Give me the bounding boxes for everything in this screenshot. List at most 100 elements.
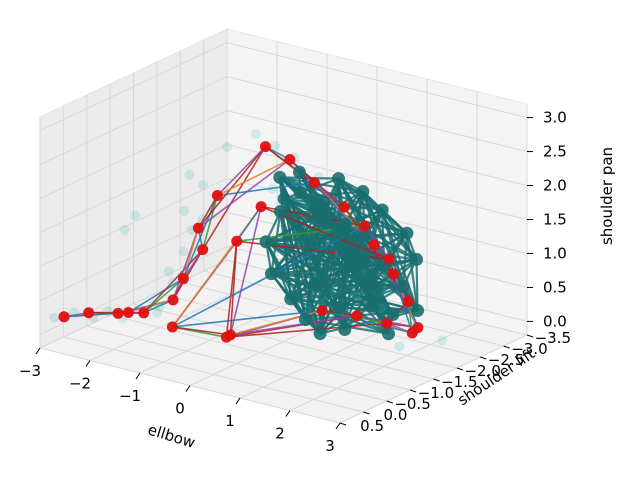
cluster-point bbox=[332, 301, 346, 315]
cluster-point bbox=[299, 238, 313, 252]
keypoint bbox=[406, 327, 418, 339]
keypoint bbox=[58, 311, 70, 323]
cluster-point bbox=[386, 308, 400, 322]
cluster-point bbox=[367, 299, 381, 313]
cluster-point bbox=[357, 253, 370, 267]
cluster-line bbox=[283, 197, 418, 261]
keypoint bbox=[316, 305, 328, 317]
y-grid-line bbox=[133, 73, 434, 380]
cluster-point bbox=[400, 226, 414, 240]
x-tick-label: 2 bbox=[275, 425, 285, 443]
cluster-point bbox=[292, 165, 306, 179]
cluster-line bbox=[305, 232, 408, 247]
keypoint bbox=[197, 244, 209, 256]
z-tick-label: 3.0 bbox=[543, 109, 567, 127]
keypoint-edge bbox=[197, 195, 219, 229]
cluster-line bbox=[343, 268, 347, 330]
keypoint bbox=[166, 321, 178, 333]
z-tick-label: 0.5 bbox=[543, 278, 567, 296]
background-point bbox=[198, 180, 209, 191]
cluster-point bbox=[277, 192, 291, 206]
y-tick-label: 0.0 bbox=[384, 406, 408, 424]
y-tick-label: −0.5 bbox=[394, 395, 430, 413]
cluster-point bbox=[307, 278, 321, 292]
y-tick bbox=[386, 400, 393, 404]
keypoint bbox=[259, 141, 271, 153]
keypoint-edge bbox=[182, 227, 200, 279]
x-tick-label: 3 bbox=[325, 437, 335, 455]
background-point bbox=[300, 199, 311, 210]
background-point bbox=[267, 183, 278, 194]
x-tick bbox=[235, 397, 241, 405]
z-tick-label: 1.5 bbox=[543, 211, 567, 229]
background-point bbox=[119, 224, 130, 235]
keypoint bbox=[368, 239, 380, 251]
keypoint-edge bbox=[229, 206, 262, 336]
x-axis-title: ellbow bbox=[146, 421, 198, 452]
y-tick bbox=[363, 411, 370, 415]
cluster-point bbox=[331, 226, 345, 240]
background-point bbox=[184, 169, 195, 180]
keypoint-edge bbox=[236, 206, 262, 242]
y-tick-label: −2.5 bbox=[488, 351, 524, 369]
y-tick-label: −3.0 bbox=[511, 340, 547, 358]
z-tick-label: 2.0 bbox=[543, 177, 567, 195]
y-grid-line bbox=[86, 95, 387, 402]
cluster-point bbox=[382, 327, 395, 341]
background-point bbox=[394, 341, 405, 352]
cluster-line bbox=[405, 233, 419, 311]
keypoint bbox=[308, 177, 320, 189]
z-grid-line bbox=[39, 76, 528, 166]
keypoint bbox=[211, 190, 223, 202]
keypoint bbox=[388, 268, 399, 280]
y-tick-label: −1.5 bbox=[441, 373, 477, 391]
x-tick bbox=[285, 410, 291, 417]
cluster-point bbox=[375, 203, 389, 217]
cluster-point bbox=[298, 313, 312, 327]
y-grid-line bbox=[109, 84, 411, 391]
background-point bbox=[130, 210, 140, 221]
y-tick-label: −2.0 bbox=[464, 362, 500, 380]
y-tick bbox=[409, 389, 417, 393]
cluster-point bbox=[357, 229, 371, 243]
x-tick bbox=[335, 422, 341, 430]
cluster-line bbox=[319, 285, 404, 335]
background-point bbox=[365, 320, 376, 331]
x-tick bbox=[135, 372, 141, 380]
background-point bbox=[152, 307, 163, 318]
keypoint bbox=[383, 253, 395, 265]
cluster-point bbox=[284, 292, 298, 306]
y-tick-label: −3.5 bbox=[535, 329, 571, 347]
cluster-line bbox=[270, 211, 282, 274]
y-tick bbox=[339, 422, 347, 426]
keypoint bbox=[224, 329, 236, 341]
cluster-line bbox=[305, 190, 364, 246]
keypoint bbox=[402, 295, 414, 307]
y-tick-label: 0.5 bbox=[360, 417, 384, 435]
keypoint bbox=[177, 273, 189, 285]
cluster-line bbox=[305, 244, 346, 330]
y-tick bbox=[503, 345, 510, 349]
y-grid-line bbox=[203, 40, 504, 347]
cluster-line bbox=[305, 244, 347, 270]
keypoint bbox=[381, 317, 393, 329]
cluster-point bbox=[396, 280, 410, 294]
cluster-point bbox=[338, 323, 352, 337]
z-tick-label: 0.0 bbox=[543, 312, 567, 330]
keypoint-edge bbox=[197, 146, 267, 229]
cluster-point bbox=[259, 235, 273, 249]
cluster-point bbox=[264, 267, 278, 281]
keypoint-edge bbox=[143, 249, 204, 314]
cluster-line bbox=[343, 191, 364, 330]
keypoint-edge bbox=[217, 181, 315, 197]
cluster-point bbox=[338, 261, 352, 275]
z-grid-line bbox=[39, 177, 528, 267]
cluster-point bbox=[338, 217, 352, 231]
x-tick-label: −3 bbox=[19, 362, 41, 380]
keypoint bbox=[122, 306, 134, 318]
background-point bbox=[197, 213, 208, 224]
keypoint-edge bbox=[172, 326, 231, 336]
cluster-point bbox=[313, 327, 327, 341]
cluster-point bbox=[365, 268, 379, 282]
background-point bbox=[167, 277, 178, 288]
